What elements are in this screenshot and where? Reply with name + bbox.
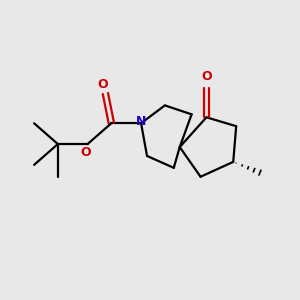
Text: O: O (97, 78, 108, 91)
Text: O: O (81, 146, 92, 158)
Text: O: O (201, 70, 212, 83)
Text: N: N (136, 115, 146, 128)
